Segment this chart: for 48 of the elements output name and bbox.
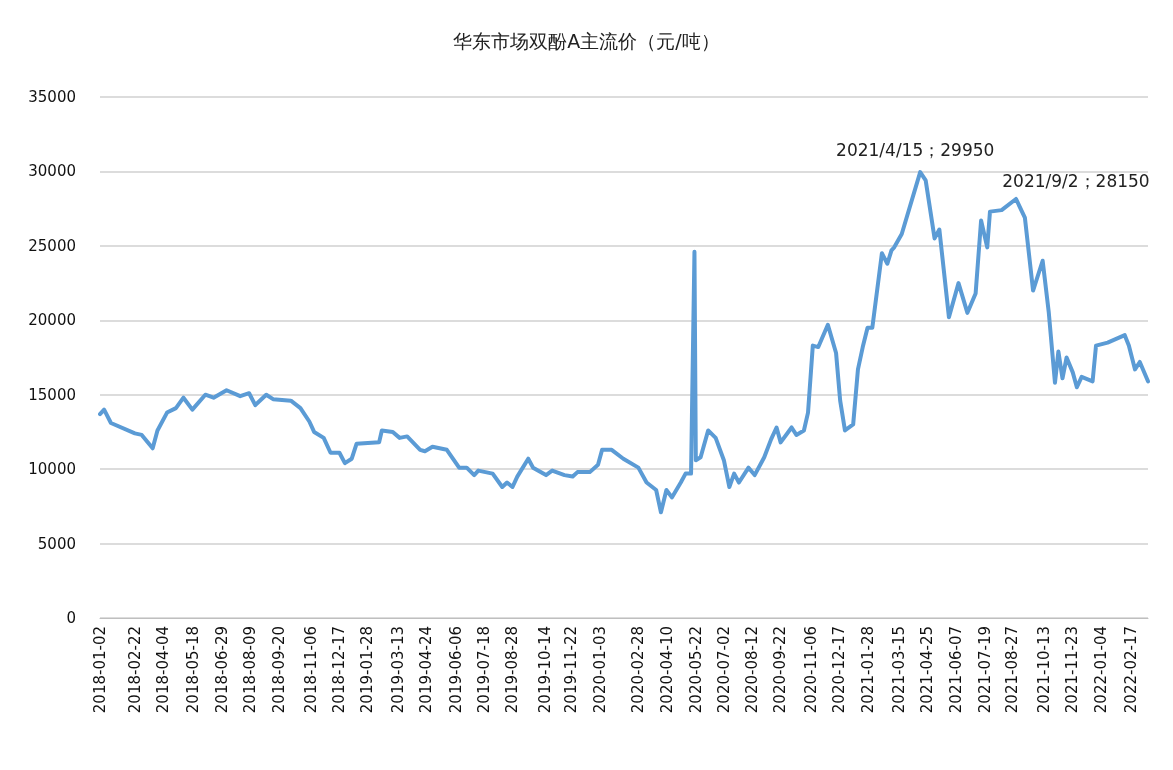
x-tick-label: 2019-06-06 [446, 626, 465, 714]
x-tick-label: 2019-04-24 [417, 626, 436, 714]
x-tick-label: 2018-06-29 [212, 626, 231, 714]
x-tick-label: 2018-05-18 [184, 626, 203, 714]
y-tick-label: 5000 [37, 534, 76, 553]
x-tick-label: 2021-11-23 [1063, 626, 1082, 714]
x-tick-label: 2021-06-07 [947, 626, 966, 714]
y-tick-label: 25000 [28, 236, 76, 255]
y-tick-label: 20000 [28, 311, 76, 330]
x-tick-label: 2020-11-06 [801, 626, 820, 714]
x-tick-label: 2019-03-13 [388, 626, 407, 714]
line-series [98, 170, 1150, 515]
x-tick-label: 2018-11-06 [301, 626, 320, 714]
x-tick-label: 2019-08-28 [503, 626, 522, 714]
x-tick-label: 2020-12-17 [829, 626, 848, 714]
x-tick-label: 2020-02-28 [629, 626, 648, 714]
x-tick-label: 2021-08-27 [1002, 626, 1021, 714]
x-tick-label: 2019-10-14 [535, 626, 554, 714]
x-tick-label: 2021-07-19 [976, 626, 995, 714]
x-tick-label: 2018-08-09 [240, 626, 259, 714]
x-tick-label: 2018-12-17 [329, 626, 348, 714]
x-tick-label: 2022-01-04 [1091, 626, 1110, 714]
y-tick-label: 30000 [28, 162, 76, 181]
x-tick-label: 2019-11-22 [562, 626, 581, 714]
y-tick-label: 35000 [28, 88, 76, 106]
chart-title: 华东市场双酚A主流价（元/吨） [453, 29, 720, 52]
x-tick-label: 2021-01-28 [858, 626, 877, 714]
x-tick-label: 2021-10-13 [1035, 626, 1054, 714]
x-tick-label: 2020-05-22 [686, 626, 705, 714]
x-tick-label: 2020-04-10 [658, 626, 677, 714]
x-tick-label: 2021-04-25 [918, 626, 937, 714]
x-tick-label: 2018-01-02 [91, 626, 109, 714]
x-tick-label: 2022-02-17 [1121, 626, 1140, 714]
x-tick-label: 2018-04-04 [153, 626, 172, 714]
annotation: 2021/4/15；29950 [836, 140, 995, 161]
x-tick-label: 2020-09-22 [770, 626, 789, 714]
x-tick-label: 2018-09-20 [269, 626, 288, 714]
x-tick-label: 2020-07-02 [714, 626, 733, 714]
y-tick-label: 15000 [28, 385, 76, 404]
x-tick-label: 2019-01-28 [358, 626, 377, 714]
x-tick-label: 2019-07-18 [475, 626, 494, 714]
x-tick-label: 2021-03-15 [890, 626, 908, 714]
x-tick-label: 2020-08-12 [742, 626, 761, 714]
y-tick-label: 10000 [28, 460, 76, 479]
x-tick-label: 2020-01-03 [591, 626, 610, 714]
annotation: 2021/9/2；28150 [1002, 170, 1150, 191]
y-tick-label: 0 [66, 609, 76, 627]
x-tick-label: 2018-02-22 [125, 626, 144, 714]
